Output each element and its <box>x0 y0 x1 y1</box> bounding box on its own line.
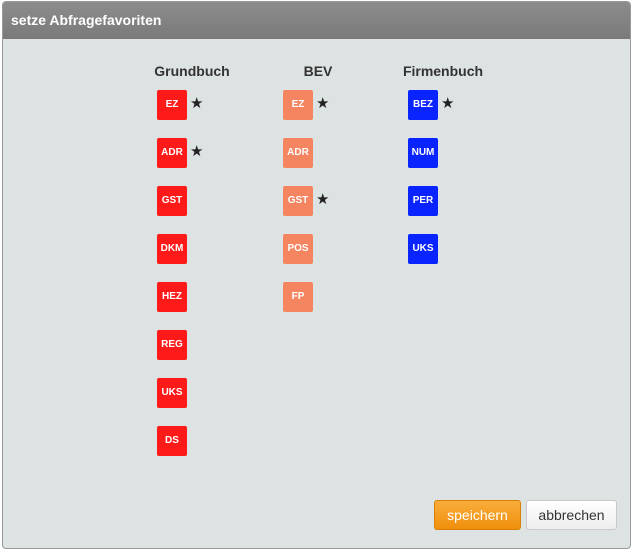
favorite-star-icon[interactable]: ★ <box>190 95 204 112</box>
query-tile-firmenbuch-per[interactable]: PER <box>408 186 438 216</box>
query-tile-bev-gst[interactable]: GST <box>283 186 313 216</box>
query-tile-grundbuch-uks[interactable]: UKS <box>157 378 187 408</box>
cancel-button[interactable]: abbrechen <box>526 500 617 530</box>
query-tile-firmenbuch-uks[interactable]: UKS <box>408 234 438 264</box>
query-tile-firmenbuch-num[interactable]: NUM <box>408 138 438 168</box>
favorite-star-icon[interactable]: ★ <box>316 95 330 112</box>
query-tile-grundbuch-adr[interactable]: ADR <box>157 138 187 168</box>
query-tile-grundbuch-dkm[interactable]: DKM <box>157 234 187 264</box>
query-tile-grundbuch-reg[interactable]: REG <box>157 330 187 360</box>
query-tile-firmenbuch-bez[interactable]: BEZ <box>408 90 438 120</box>
query-tile-grundbuch-hez[interactable]: HEZ <box>157 282 187 312</box>
save-button[interactable]: speichern <box>434 500 521 530</box>
favorite-star-icon[interactable]: ★ <box>316 191 330 208</box>
query-tile-bev-pos[interactable]: POS <box>283 234 313 264</box>
query-tile-grundbuch-ds[interactable]: DS <box>157 426 187 456</box>
favorite-star-icon[interactable]: ★ <box>441 95 455 112</box>
dialog-title: setze Abfragefavoriten <box>3 2 630 39</box>
query-tile-bev-ez[interactable]: EZ <box>283 90 313 120</box>
column-header-bev: BEV <box>303 63 333 79</box>
column-header-firmenbuch: Firmenbuch <box>402 63 484 79</box>
query-tile-grundbuch-gst[interactable]: GST <box>157 186 187 216</box>
favorite-star-icon[interactable]: ★ <box>190 143 204 160</box>
query-tile-grundbuch-ez[interactable]: EZ <box>157 90 187 120</box>
column-header-grundbuch: Grundbuch <box>154 63 230 79</box>
query-tile-bev-adr[interactable]: ADR <box>283 138 313 168</box>
query-tile-bev-fp[interactable]: FP <box>283 282 313 312</box>
